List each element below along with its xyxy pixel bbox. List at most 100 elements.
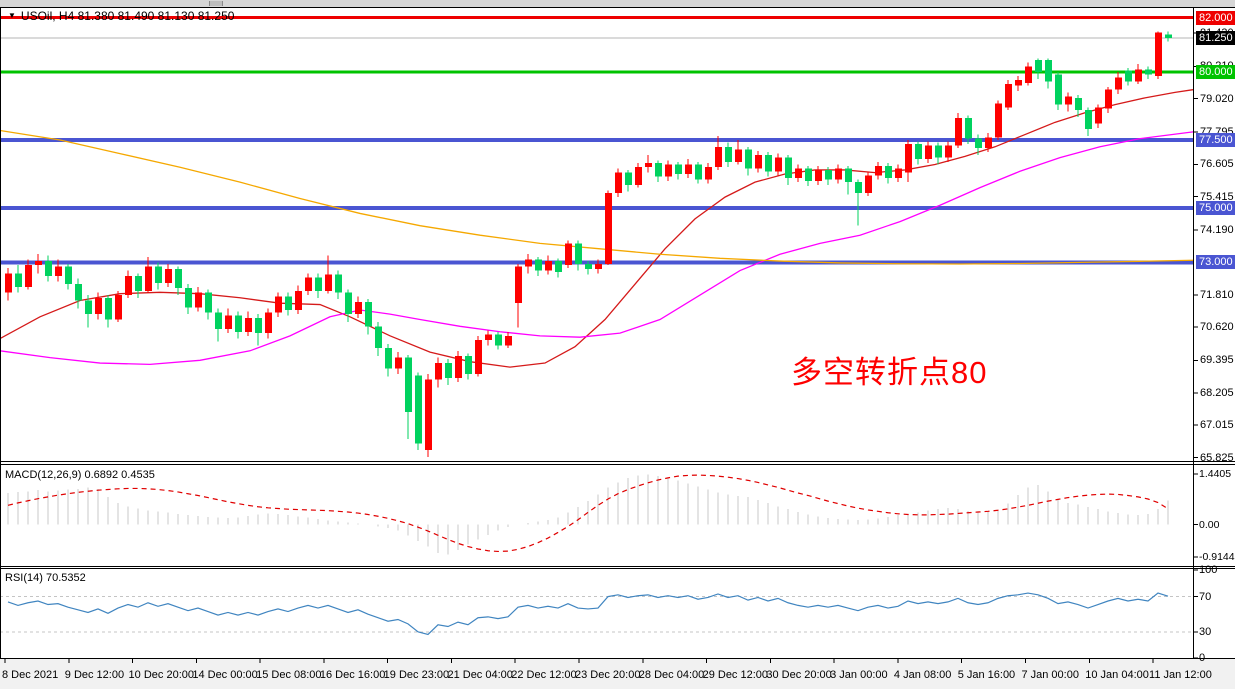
time-axis-label: 22 Dec 12:00 bbox=[511, 669, 577, 681]
candle-body-down bbox=[845, 168, 852, 183]
price-tick-label: 70.620 bbox=[1200, 321, 1234, 334]
candle-body-up bbox=[485, 334, 492, 340]
candle-body-down bbox=[935, 145, 942, 158]
time-axis-label: 3 Jan 00:00 bbox=[830, 669, 888, 681]
candle-body-down bbox=[45, 261, 52, 276]
candle-body-down bbox=[535, 259, 542, 271]
candle-body-down bbox=[315, 277, 322, 291]
candle-body-down bbox=[105, 297, 112, 320]
time-axis-label: 11 Jan 12:00 bbox=[1149, 669, 1212, 681]
fast-red-ma bbox=[0, 89, 1194, 368]
candle-body-up bbox=[835, 168, 842, 180]
candle-body-down bbox=[915, 144, 922, 160]
time-axis-label: 28 Dec 04:00 bbox=[638, 669, 705, 681]
candle-body-down bbox=[825, 169, 832, 180]
candle-body-up bbox=[395, 357, 402, 369]
candle-body-down bbox=[575, 243, 582, 264]
price-badge-81.250: 81.250 bbox=[1196, 31, 1235, 45]
symbol-ohlc-title: USOil, H4 81.380 81.490 81.130 81.250 bbox=[20, 9, 235, 23]
candle-body-down bbox=[15, 273, 22, 287]
candle-body-up bbox=[275, 296, 282, 313]
candle-body-down bbox=[785, 157, 792, 179]
candle-body-down bbox=[975, 138, 982, 149]
mid-magenta-ma bbox=[0, 131, 1194, 366]
candle-body-up bbox=[1065, 96, 1072, 105]
time-axis-label: 21 Dec 04:00 bbox=[447, 669, 513, 681]
candle-body-up bbox=[645, 163, 652, 168]
candle-body-up bbox=[955, 118, 962, 146]
candle-body-up bbox=[455, 356, 462, 378]
candle-body-up bbox=[565, 243, 572, 266]
candle-body-down bbox=[205, 292, 212, 313]
candle-body-down bbox=[155, 266, 162, 283]
panel-splitter-handle[interactable] bbox=[209, 1, 223, 6]
candle-body-up bbox=[55, 266, 62, 276]
candle-body-up bbox=[545, 261, 552, 271]
candle-body-down bbox=[695, 164, 702, 180]
price-badge-77.500: 77.500 bbox=[1196, 133, 1235, 147]
candle-body-up bbox=[1135, 69, 1142, 82]
macd-axis-label: 0.00 bbox=[1199, 518, 1220, 531]
price-tick-label: 71.810 bbox=[1200, 288, 1234, 301]
candle-body-up bbox=[265, 312, 272, 334]
rsi-axis-label: 30 bbox=[1199, 625, 1212, 638]
candle-body-up bbox=[25, 265, 32, 287]
candle-body-down bbox=[765, 154, 772, 172]
candle-body-up bbox=[125, 276, 132, 296]
price-badge-80.000: 80.000 bbox=[1196, 65, 1235, 79]
candle-body-up bbox=[165, 269, 172, 283]
time-axis-label: 9 Dec 12:00 bbox=[64, 669, 125, 681]
candle-body-up bbox=[515, 266, 522, 304]
time-axis-label: 19 Dec 23:00 bbox=[383, 669, 450, 681]
price-tick-label: 74.190 bbox=[1200, 224, 1234, 237]
candle-body-up bbox=[195, 292, 202, 308]
candle-body-down bbox=[1035, 59, 1042, 72]
candle-body-up bbox=[305, 277, 312, 291]
candle-body-down bbox=[675, 164, 682, 174]
candle-body-up bbox=[605, 193, 612, 264]
candle-body-up bbox=[505, 335, 512, 346]
candle-body-down bbox=[1125, 70, 1132, 82]
candle-body-up bbox=[5, 273, 12, 293]
price-tick-label: 65.825 bbox=[1200, 451, 1234, 464]
price-tick-label: 76.605 bbox=[1200, 158, 1234, 171]
long-orange-ma bbox=[0, 129, 1194, 265]
candle-body-up bbox=[985, 137, 992, 149]
time-axis-label: 15 Dec 08:00 bbox=[256, 669, 322, 681]
time-axis-label: 16 Dec 16:00 bbox=[319, 669, 386, 681]
candle-body-up bbox=[945, 145, 952, 158]
candle-body-down bbox=[175, 269, 182, 289]
candle-body-up bbox=[895, 168, 902, 179]
candle-body-down bbox=[655, 163, 662, 177]
candle-body-up bbox=[425, 379, 432, 451]
candle-body-down bbox=[365, 301, 372, 327]
candle-body-down bbox=[415, 375, 422, 444]
price-badge-73.000: 73.000 bbox=[1196, 255, 1235, 270]
candle-body-down bbox=[625, 172, 632, 185]
candle-body-down bbox=[1055, 74, 1062, 105]
candle-body-down bbox=[335, 274, 342, 293]
candle-body-down bbox=[1165, 34, 1172, 38]
candle-body-down bbox=[1075, 97, 1082, 111]
candle-body-up bbox=[1105, 89, 1112, 109]
candle-body-up bbox=[815, 169, 822, 181]
candle-body-down bbox=[375, 326, 382, 349]
candle-body-down bbox=[585, 263, 592, 270]
time-axis-label: 14 Dec 00:00 bbox=[192, 669, 258, 681]
candle-body-up bbox=[525, 259, 532, 267]
rsi-line bbox=[7, 592, 1169, 636]
chart-annotation-text[interactable]: 多空转折点80 bbox=[791, 355, 988, 390]
candle-body-down bbox=[465, 356, 472, 374]
candle-body-down bbox=[405, 357, 412, 412]
time-axis-label: 8 Dec 2021 bbox=[2, 669, 59, 681]
candle-body-up bbox=[665, 164, 672, 177]
candle-body-up bbox=[735, 149, 742, 162]
candle-body-up bbox=[245, 318, 252, 332]
candle-body-up bbox=[775, 157, 782, 172]
price-tick-label: 67.015 bbox=[1200, 419, 1234, 432]
symbol-dropdown-icon[interactable]: ▼ bbox=[8, 11, 16, 20]
candle-body-up bbox=[1155, 32, 1162, 77]
time-axis[interactable]: 8 Dec 2021 9 Dec 12:00 10 Dec 20:00 14 Dec … bbox=[0, 659, 1235, 689]
